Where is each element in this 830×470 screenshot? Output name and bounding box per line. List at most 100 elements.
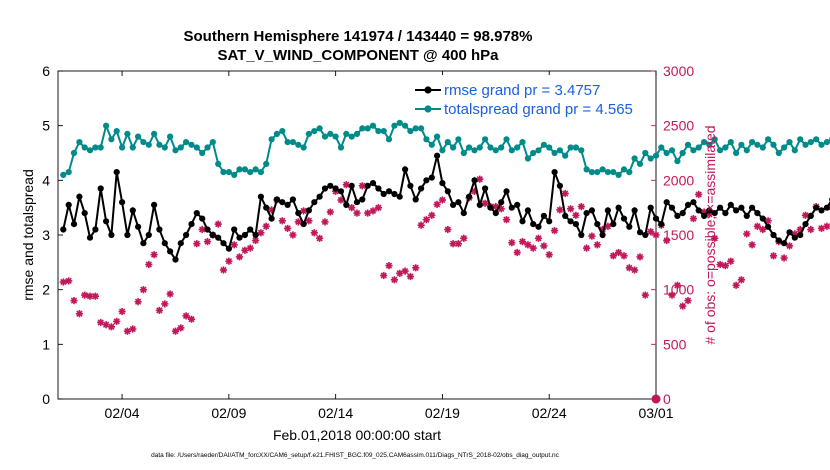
- obs-count-point: [727, 257, 735, 265]
- totalspread-point: [610, 169, 617, 176]
- rmse-point: [81, 210, 88, 217]
- obs-count-point: [460, 234, 468, 242]
- rmse-point: [813, 204, 820, 211]
- obs-count-point: [641, 291, 649, 299]
- totalspread-point: [263, 160, 270, 167]
- rmse-point: [807, 212, 814, 219]
- rmse-point: [108, 231, 115, 239]
- rmse-point: [738, 204, 745, 211]
- totalspread-point: [300, 144, 307, 151]
- x-tick-label: 02/09: [211, 405, 246, 421]
- rmse-point: [199, 215, 206, 222]
- rmse-point: [781, 240, 788, 247]
- totalspread-point: [423, 136, 430, 143]
- rmse-point: [343, 201, 350, 208]
- rmse-point: [119, 199, 126, 206]
- totalspread-point: [364, 125, 371, 132]
- totalspread-point: [65, 169, 72, 176]
- rmse-point: [284, 201, 291, 208]
- totalspread-point: [706, 141, 713, 148]
- totalspread-point: [460, 149, 467, 157]
- plot-area: [57, 70, 657, 400]
- obs-count-point: [166, 290, 174, 298]
- totalspread-point: [791, 147, 798, 154]
- obs-count-point: [753, 222, 762, 230]
- rmse-point: [684, 201, 692, 208]
- totalspread-point: [129, 144, 136, 151]
- totalspread-point: [588, 169, 596, 176]
- totalspread-point: [743, 147, 750, 154]
- totalspread-point: [604, 169, 612, 176]
- totalspread-point: [156, 141, 163, 148]
- totalspread-point: [231, 171, 238, 178]
- totalspread-point: [145, 141, 152, 148]
- totalspread-point: [385, 136, 393, 143]
- totalspread-point: [540, 141, 548, 148]
- totalspread-point: [556, 147, 564, 154]
- y2-tick-label: 2500: [663, 118, 694, 134]
- rmse-point: [823, 204, 830, 211]
- obs-count-point: [321, 218, 329, 226]
- series-layer: [59, 119, 830, 404]
- totalspread-point: [209, 139, 216, 146]
- totalspread-point: [567, 144, 574, 151]
- obs-count-point: [70, 297, 78, 305]
- rmse-point: [396, 193, 403, 200]
- obs-count-point: [214, 220, 222, 228]
- obs-count-point: [620, 252, 628, 260]
- totalspread-point: [498, 144, 505, 151]
- rmse-point: [391, 190, 398, 198]
- totalspread-point: [492, 147, 499, 154]
- obs-count-point: [673, 281, 682, 289]
- totalspread-point: [236, 166, 243, 173]
- x-axis-label: Feb.01,2018 00:00:00 start: [273, 427, 441, 443]
- rmse-point: [636, 229, 644, 236]
- obs-count-point: [193, 240, 201, 248]
- totalspread-point: [273, 130, 280, 137]
- rmse-point: [519, 218, 526, 225]
- totalspread-point: [738, 141, 745, 148]
- rmse-point: [620, 215, 628, 222]
- obs-count-point: [684, 297, 692, 305]
- obs-count-point: [171, 327, 180, 335]
- chart-subtitle: SAT_V_WIND_COMPONENT @ 400 hPa: [217, 47, 499, 64]
- rmse-point: [695, 207, 702, 214]
- obs-count-point: [230, 241, 238, 249]
- rmse-point: [588, 207, 596, 214]
- totalspread-point: [668, 147, 676, 154]
- rmse-point: [247, 226, 254, 233]
- totalspread-point: [135, 133, 142, 140]
- obs-count-point: [524, 241, 532, 249]
- rmse-point: [215, 234, 222, 241]
- x-tick-label: 03/01: [638, 405, 673, 421]
- rmse-point: [615, 204, 622, 211]
- rmse-point: [172, 256, 179, 263]
- obs-count-point: [780, 254, 788, 262]
- rmse-point: [524, 207, 532, 214]
- obs-count-point: [540, 242, 548, 250]
- rmse-point: [316, 193, 323, 200]
- obs-count-point: [134, 298, 142, 306]
- rmse-point: [375, 185, 382, 192]
- rmse-point: [236, 234, 243, 241]
- totalspread-point: [97, 144, 104, 151]
- rmse-point: [482, 185, 489, 192]
- rmse-point: [145, 231, 152, 239]
- totalspread-point: [759, 144, 766, 151]
- rmse-point: [220, 240, 227, 247]
- totalspread-point: [380, 128, 387, 135]
- rmse-point: [305, 207, 312, 214]
- totalspread-point: [636, 160, 644, 167]
- y2-tick-label: 2000: [663, 172, 694, 188]
- obs-count-point: [444, 225, 452, 234]
- rmse-series: [60, 152, 830, 263]
- rmse-point: [364, 182, 371, 189]
- rmse-point: [273, 196, 280, 203]
- rmse-point: [546, 218, 553, 225]
- rmse-point: [129, 207, 136, 214]
- obs-count-point: [695, 190, 703, 199]
- rmse-point: [802, 221, 809, 228]
- obs-count-point: [636, 253, 644, 261]
- obs-count-point: [65, 277, 73, 285]
- rmse-point: [380, 190, 387, 198]
